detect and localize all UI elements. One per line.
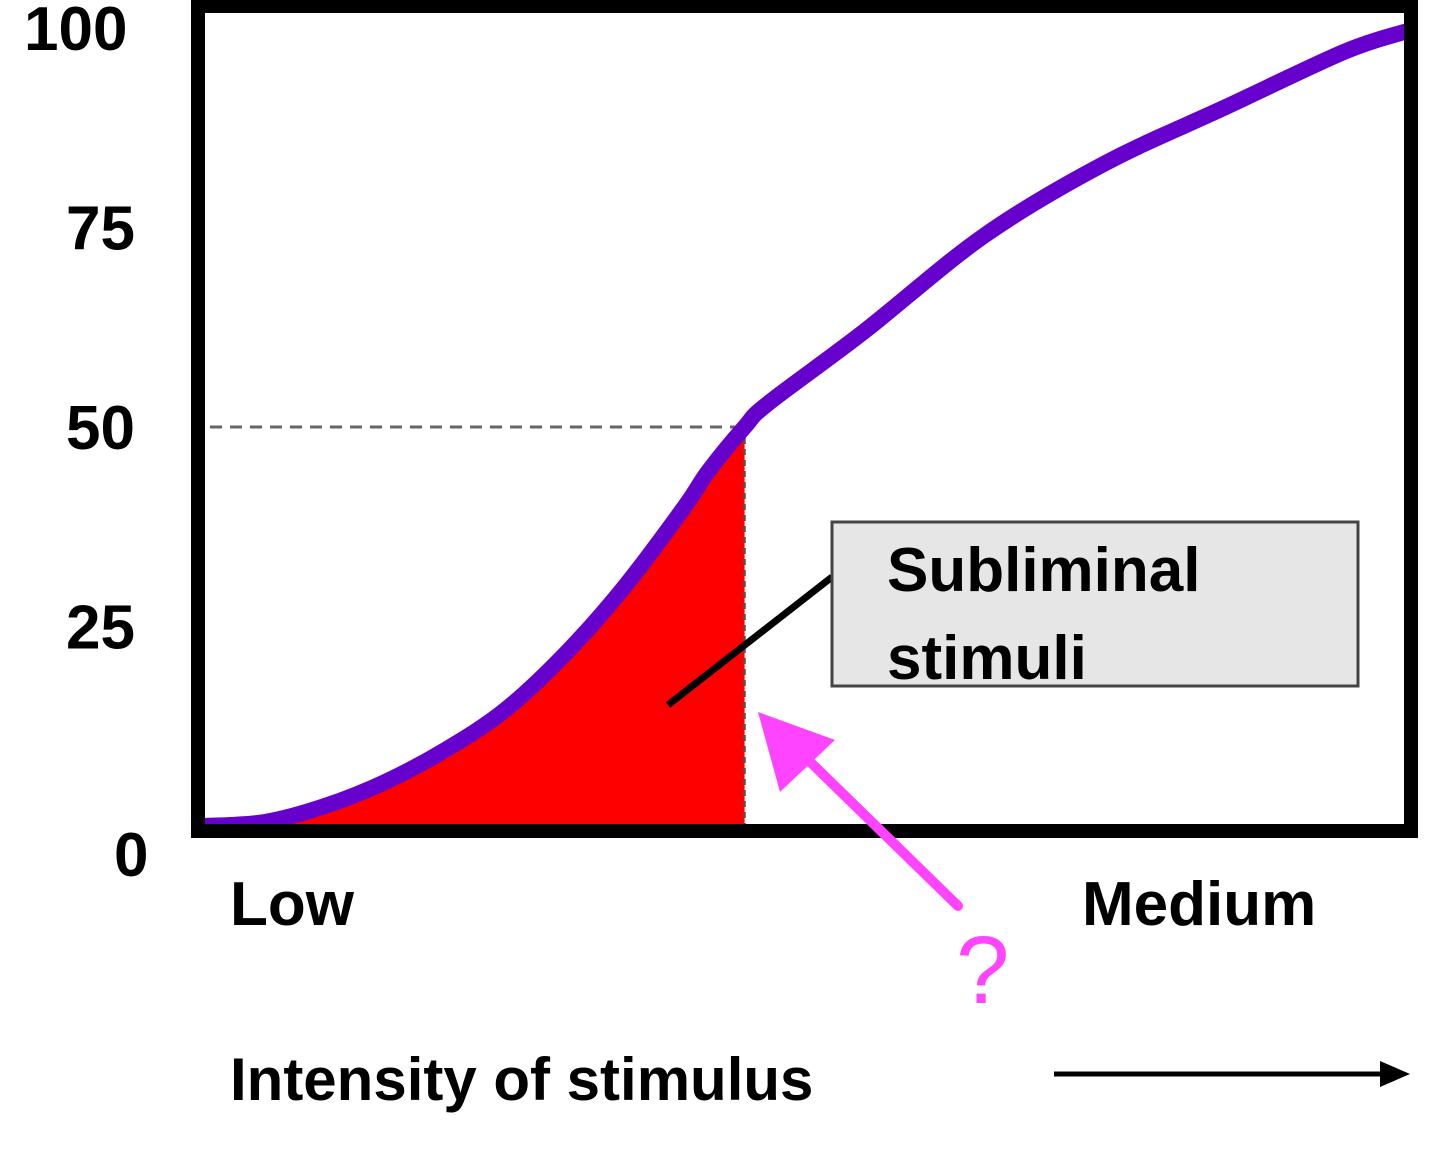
question-mark: ? bbox=[956, 917, 1009, 1024]
callout-box bbox=[830, 520, 1360, 688]
subliminal-callout: Subliminal stimuli bbox=[665, 520, 1360, 708]
callout-leader-line bbox=[665, 574, 835, 708]
y-tick-label-0: 0 bbox=[114, 821, 148, 890]
x-axis-categories: Low Medium bbox=[230, 870, 1316, 939]
y-tick-label-50: 50 bbox=[66, 394, 135, 463]
x-category-medium: Medium bbox=[1082, 870, 1316, 939]
y-tick-label-25: 25 bbox=[66, 594, 135, 663]
callout-text-line1: Subliminal bbox=[887, 536, 1200, 605]
question-arrow-head bbox=[758, 712, 835, 792]
y-tick-label-75: 75 bbox=[66, 195, 135, 264]
subliminal-shaded-area bbox=[205, 427, 745, 826]
question-annotation: ? bbox=[758, 712, 1009, 1024]
question-arrow-shaft bbox=[795, 747, 963, 911]
response-curve bbox=[197, 24, 1412, 834]
x-axis-label: Intensity of stimulus bbox=[230, 1046, 813, 1113]
callout-text-line2: stimuli bbox=[887, 624, 1087, 693]
y-tick-label-100: 100 bbox=[24, 0, 127, 64]
y-axis-ticks: 0 25 50 75 100 bbox=[24, 0, 148, 890]
plot-frame bbox=[191, 0, 1418, 838]
x-axis-arrow bbox=[1054, 1061, 1410, 1087]
x-category-low: Low bbox=[230, 870, 355, 939]
